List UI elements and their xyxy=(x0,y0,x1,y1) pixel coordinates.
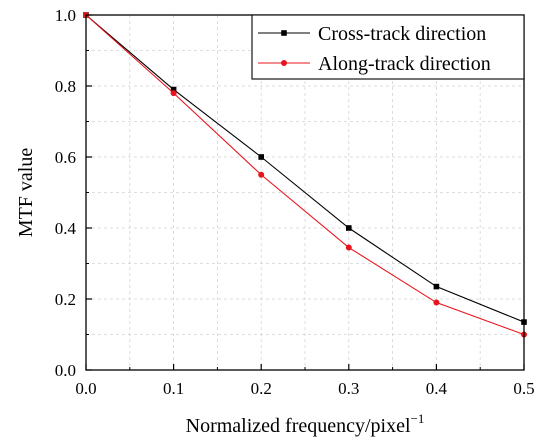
series-line-2 xyxy=(85,14,525,336)
x-tick-label: 0.2 xyxy=(251,379,272,398)
data-point-series-2 xyxy=(258,171,265,178)
data-point-series-1 xyxy=(433,283,440,290)
y-tick-label: 0.6 xyxy=(55,148,76,167)
data-point-series-1 xyxy=(346,225,352,231)
legend-label-1: Cross-track direction xyxy=(318,23,486,45)
data-point-series-1 xyxy=(258,154,264,160)
legend-box xyxy=(251,14,525,80)
x-axis-label-superscript: −1 xyxy=(411,411,425,426)
y-tick-label: 0.2 xyxy=(55,290,76,309)
x-tick-label: 0.3 xyxy=(338,379,359,398)
legend-marker-1 xyxy=(281,30,287,36)
y-tick-label: 0.4 xyxy=(55,219,77,238)
series-line-1 xyxy=(85,14,525,323)
legend-marker-2 xyxy=(281,60,287,66)
x-axis-label: Normalized frequency/pixel−1 xyxy=(186,411,425,437)
y-tick-label: 0.8 xyxy=(55,77,76,96)
data-point-series-2 xyxy=(170,90,177,97)
y-tick-label: 1.0 xyxy=(55,6,76,25)
axis-ticks: 0.0 0.1 0.2 0.3 0.4 0.5 0.0 0.2 0.4 0.6 0.8 1.0 xyxy=(55,6,535,398)
data-point-series-2 xyxy=(345,244,352,251)
y-tick-label: 0.0 xyxy=(55,361,76,380)
x-tick-label: 0.0 xyxy=(75,379,96,398)
x-tick-label: 0.1 xyxy=(163,379,184,398)
legend: Cross-track direction Along-track directi… xyxy=(251,14,525,80)
y-axis-label: MTF value xyxy=(15,148,37,238)
x-tick-label: 0.5 xyxy=(513,379,534,398)
legend-label-2: Along-track direction xyxy=(318,53,491,75)
x-tick-label: 0.4 xyxy=(426,379,448,398)
data-point-series-2 xyxy=(433,299,440,306)
data-point-series-1 xyxy=(170,86,177,93)
